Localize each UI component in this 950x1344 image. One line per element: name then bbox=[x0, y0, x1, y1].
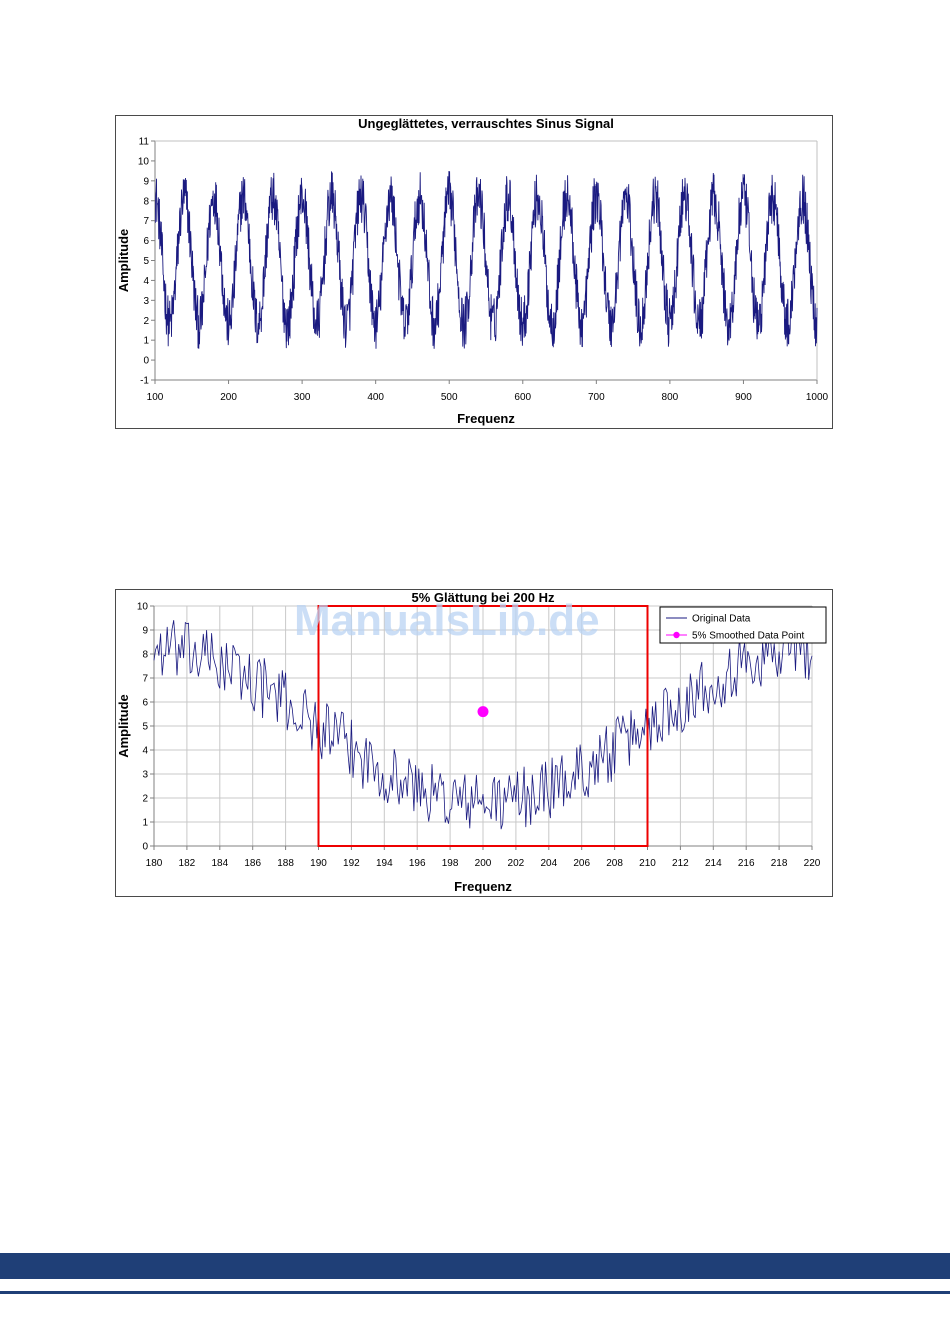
footer-line bbox=[0, 1291, 950, 1294]
chart-2-x-tick-label: 202 bbox=[508, 858, 525, 869]
chart-2-x-tick-label: 184 bbox=[211, 858, 228, 869]
chart-1-x-tick-label: 900 bbox=[735, 392, 752, 403]
chart-2-x-tick-label: 194 bbox=[376, 858, 393, 869]
chart-2-x-tick-label: 192 bbox=[343, 858, 360, 869]
chart-1-x-tick-label: 1000 bbox=[806, 392, 829, 403]
chart-1-y-tick-label: 1 bbox=[143, 336, 149, 347]
chart-2-x-tick-label: 206 bbox=[573, 858, 590, 869]
chart-2-title: 5% Glättung bei 200 Hz bbox=[411, 590, 555, 605]
chart-1-y-tick-label: 11 bbox=[139, 137, 150, 148]
chart-2: 180 182 184 186 188 190 192 194 196 198 200 202 204 2… bbox=[116, 590, 827, 894]
chart-2-x-tick-label: 208 bbox=[606, 858, 623, 869]
chart-2-y-tick-label: 10 bbox=[137, 602, 149, 613]
chart-2-legend: Original Data 5% Smoothed Data Point bbox=[659, 606, 827, 644]
chart-1-series-line bbox=[154, 170, 818, 349]
chart-2-y-tick-label: 2 bbox=[142, 794, 148, 805]
chart-1-y-tick-label: 6 bbox=[143, 236, 149, 247]
footer-band bbox=[0, 1253, 950, 1279]
chart-1-x-tick-label: 700 bbox=[588, 392, 605, 403]
chart-1-x-tick-label: 600 bbox=[514, 392, 531, 403]
chart-2-y-tick-label: 8 bbox=[142, 650, 148, 661]
chart-2-y-tick-label: 1 bbox=[142, 818, 148, 829]
chart-2-y-tick-label: 5 bbox=[142, 722, 148, 733]
chart-2-y-axis-title: Amplitude bbox=[116, 694, 131, 758]
chart-2-x-tick-label: 204 bbox=[540, 858, 557, 869]
chart-1: 100 200 300 400 500 600 700 800 900 1000 -1 0 1 2 3 4 5 6… bbox=[116, 116, 829, 426]
chart-2-window-box bbox=[317, 605, 649, 847]
chart-2-x-axis-title: Frequenz bbox=[454, 879, 512, 894]
chart-1-y-tick-label: 3 bbox=[143, 296, 149, 307]
chart-2-y-tick-label: 0 bbox=[142, 842, 148, 853]
chart-2-x-tick-label: 196 bbox=[409, 858, 426, 869]
chart-1-y-tick-label: 4 bbox=[143, 276, 149, 287]
chart-2-y-tick-label: 3 bbox=[142, 770, 148, 781]
chart-1-x-tick-label: 400 bbox=[367, 392, 384, 403]
chart-2-series-line bbox=[153, 620, 813, 830]
chart-2-panel: 180 182 184 186 188 190 192 194 196 198 200 202 204 2… bbox=[115, 589, 833, 897]
chart-2-x-tick-label: 190 bbox=[310, 858, 327, 869]
chart-2-x-tick-label: 218 bbox=[771, 858, 788, 869]
chart-1-y-tick-label: -1 bbox=[140, 376, 149, 387]
chart-1-y-tick-label: 2 bbox=[143, 316, 149, 327]
legend-label: 5% Smoothed Data Point bbox=[692, 631, 805, 642]
chart-1-x-tick-label: 200 bbox=[220, 392, 237, 403]
chart-2-x-tick-label: 188 bbox=[277, 858, 294, 869]
chart-2-x-tick-label: 182 bbox=[179, 858, 196, 869]
legend-label: Original Data bbox=[692, 614, 751, 625]
legend-marker bbox=[673, 631, 680, 639]
chart-1-y-axis-title: Amplitude bbox=[116, 229, 131, 293]
chart-2-x-tick-label: 214 bbox=[705, 858, 722, 869]
chart-1-y-tick-label: 10 bbox=[138, 156, 150, 167]
chart-2-x-tick-label: 198 bbox=[442, 858, 459, 869]
chart-2-x-tick-label: 216 bbox=[738, 858, 755, 869]
chart-1-y-tick-label: 9 bbox=[143, 176, 149, 187]
chart-2-x-tick-label: 200 bbox=[475, 858, 492, 869]
chart-2-x-tick-label: 210 bbox=[639, 858, 656, 869]
chart-1-title: Ungeglättetes, verrauschtes Sinus Signal bbox=[358, 116, 614, 131]
chart-1-y-tick-label: 0 bbox=[143, 356, 149, 367]
chart-1-x-tick-label: 300 bbox=[294, 392, 311, 403]
chart-2-smoothed-point bbox=[477, 706, 489, 718]
watermark-text: ManualsLib.de bbox=[294, 596, 600, 645]
chart-2-x-tick-label: 186 bbox=[244, 858, 261, 869]
chart-1-x-axis-title: Frequenz bbox=[457, 411, 515, 426]
chart-1-y-tick-label: 8 bbox=[143, 196, 149, 207]
chart-1-panel: 100 200 300 400 500 600 700 800 900 1000 -1 0 1 2 3 4 5 6… bbox=[115, 115, 833, 429]
chart-1-x-tick-label: 800 bbox=[662, 392, 679, 403]
chart-2-y-tick-label: 4 bbox=[142, 746, 148, 757]
chart-2-x-tick-label: 212 bbox=[672, 858, 689, 869]
chart-1-x-tick-label: 100 bbox=[147, 392, 164, 403]
chart-2-y-tick-label: 7 bbox=[142, 674, 148, 685]
chart-1-x-tick-label: 500 bbox=[441, 392, 458, 403]
chart-2-x-tick-label: 180 bbox=[146, 858, 163, 869]
chart-1-y-tick-label: 5 bbox=[143, 256, 149, 267]
chart-2-y-tick-label: 9 bbox=[142, 626, 148, 637]
chart-1-y-tick-label: 7 bbox=[143, 216, 149, 227]
chart-2-y-tick-label: 6 bbox=[142, 698, 148, 709]
chart-2-x-tick-label: 220 bbox=[804, 858, 821, 869]
